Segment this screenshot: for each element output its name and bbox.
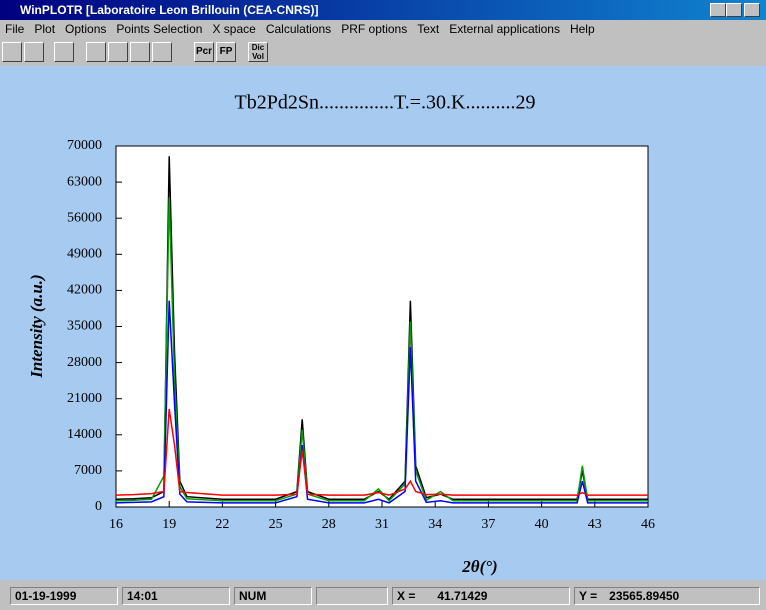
- x-tick-label: 34: [428, 517, 442, 532]
- y-tick-label: 0: [95, 499, 102, 514]
- window-title: WinPLOTR [Laboratoire Leon Brillouin (CE…: [20, 3, 319, 17]
- menu-item[interactable]: Options: [65, 22, 107, 36]
- num-lock: NUM: [234, 587, 312, 605]
- status-bar: 01-19-1999 14:01 NUM X = 41.71429 Y = 2356…: [0, 584, 766, 610]
- hscale-button[interactable]: [130, 42, 150, 62]
- x-tick-label: 46: [641, 517, 655, 532]
- y-axis-label: Intensity (a.u.): [27, 274, 46, 378]
- plot-area: Tb2Pd2Sn...............T.=.30.K.........…: [0, 66, 766, 580]
- pcr-button[interactable]: Pcr: [194, 42, 214, 62]
- chart-title: Tb2Pd2Sn...............T.=.30.K.........…: [235, 92, 536, 114]
- open-button[interactable]: [2, 42, 22, 62]
- menu-item[interactable]: X space: [212, 22, 256, 36]
- x-coordinate: X = 41.71429: [392, 587, 570, 605]
- y-tick-label: 49000: [67, 247, 102, 262]
- menu-item[interactable]: PRF options: [341, 22, 408, 36]
- data-line: [115, 408, 648, 496]
- title-bar: WinPLOTR [Laboratoire Leon Brillouin (CE…: [0, 0, 766, 20]
- minimize-button[interactable]: [710, 3, 726, 17]
- date: 01-19-1999: [10, 587, 118, 605]
- zoom-button[interactable]: [86, 42, 106, 62]
- chart: Tb2Pd2Sn...............T.=.30.K.........…: [27, 92, 655, 576]
- x-tick-label: 28: [322, 517, 336, 532]
- vscale-button[interactable]: [152, 42, 172, 62]
- menu-item[interactable]: Plot: [34, 22, 56, 36]
- menu-bar: File Plot Options Points Selection X space Ca…: [0, 20, 766, 38]
- x-tick-label: 37: [481, 517, 495, 532]
- status-cell: [316, 587, 388, 605]
- menu-item[interactable]: Text: [417, 22, 440, 36]
- y-tick-label: 14000: [67, 427, 102, 442]
- x-tick-label: 16: [109, 517, 123, 532]
- y-tick-label: 7000: [74, 463, 102, 478]
- time: 14:01: [122, 587, 230, 605]
- x-tick-label: 31: [375, 517, 389, 532]
- zoom-in-button[interactable]: [108, 42, 128, 62]
- value: 41.71429: [437, 589, 488, 603]
- label: Y =: [579, 589, 598, 603]
- close-button[interactable]: [744, 3, 760, 17]
- x-axis-label: 2θ(°): [461, 557, 497, 576]
- fp-button[interactable]: FP: [216, 42, 236, 62]
- label: X =: [397, 589, 416, 603]
- save-button[interactable]: [24, 42, 44, 62]
- y-tick-label: 56000: [67, 210, 102, 225]
- y-tick-label: 42000: [67, 283, 102, 298]
- menu-item[interactable]: Points Selection: [116, 22, 203, 36]
- y-tick-label: 63000: [67, 174, 102, 189]
- menu-item[interactable]: External applications: [449, 22, 560, 36]
- maximize-button[interactable]: [726, 3, 742, 17]
- x-tick-label: 40: [535, 517, 549, 532]
- x-tick-label: 22: [215, 517, 229, 532]
- y-tick-label: 21000: [67, 391, 102, 406]
- y-tick-label: 70000: [67, 138, 102, 153]
- label: Vol: [252, 52, 264, 61]
- label: Dic: [251, 43, 265, 52]
- data-line: [115, 300, 648, 504]
- dicvol-button[interactable]: Dic Vol: [248, 42, 268, 62]
- value: 23565.89450: [609, 589, 680, 603]
- y-coordinate: Y = 23565.89450: [574, 587, 760, 605]
- plot-frame: [115, 145, 649, 508]
- print-button[interactable]: [54, 42, 74, 62]
- x-tick-label: 43: [588, 517, 602, 532]
- menu-item[interactable]: Calculations: [265, 22, 332, 36]
- y-tick-label: 35000: [67, 319, 102, 334]
- y-tick-label: 28000: [67, 355, 102, 370]
- x-tick-label: 25: [269, 517, 283, 532]
- menu-item[interactable]: Help: [569, 22, 595, 36]
- x-tick-label: 19: [162, 517, 176, 532]
- menu-item[interactable]: File: [5, 22, 25, 36]
- data-line: [115, 197, 648, 502]
